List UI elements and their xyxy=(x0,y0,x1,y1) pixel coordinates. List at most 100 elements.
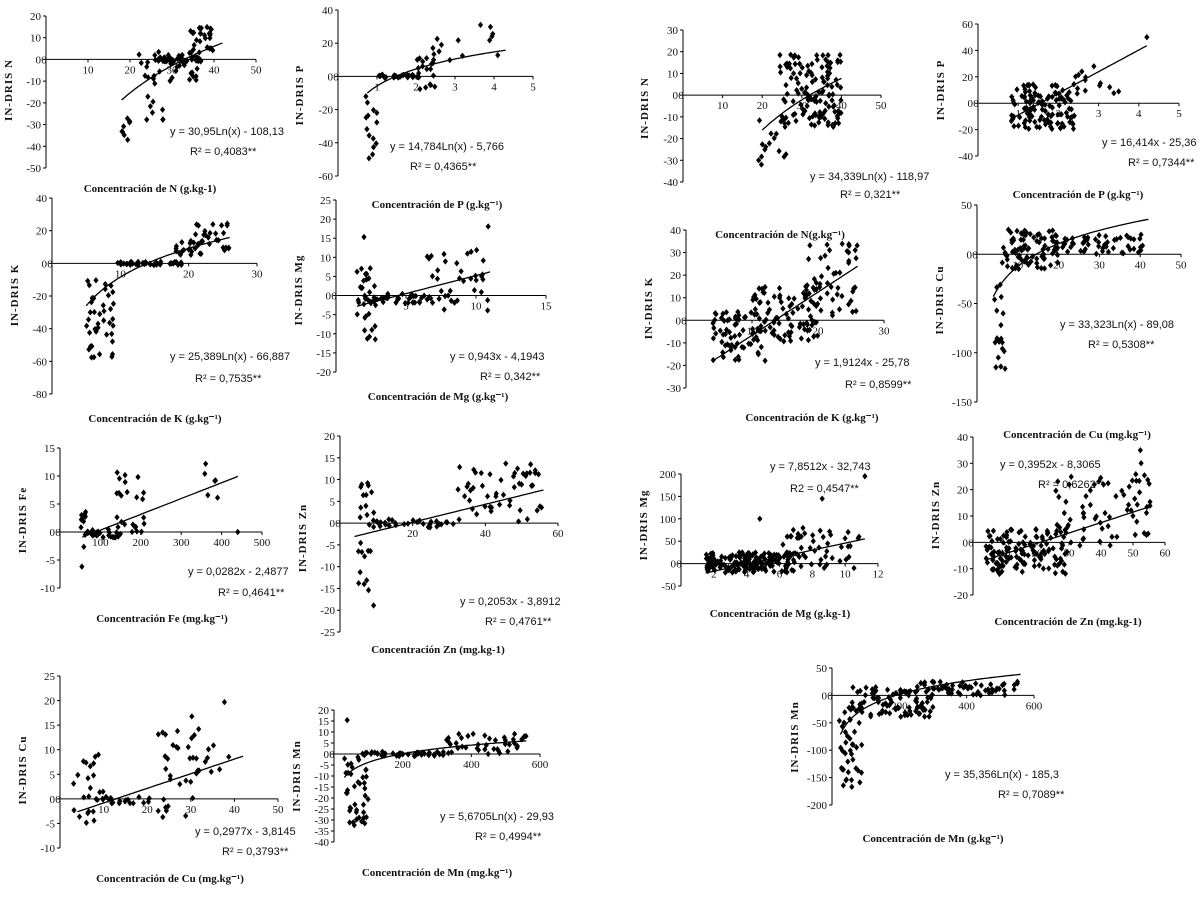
data-point xyxy=(990,527,997,535)
data-point xyxy=(381,752,387,759)
y-tick-label: 10 xyxy=(44,471,56,483)
data-point xyxy=(845,528,851,536)
data-point xyxy=(1060,568,1066,575)
data-point xyxy=(101,317,107,324)
data-point xyxy=(1105,522,1111,530)
data-point xyxy=(155,731,161,738)
data-point xyxy=(817,295,824,302)
data-point xyxy=(884,686,891,693)
data-point xyxy=(848,750,855,758)
data-point xyxy=(780,305,786,312)
data-point xyxy=(854,242,860,249)
data-point xyxy=(360,774,366,781)
data-point xyxy=(727,556,734,563)
data-point xyxy=(360,801,367,808)
data-point xyxy=(965,685,971,692)
data-point xyxy=(992,339,998,346)
data-point xyxy=(790,556,797,564)
data-point xyxy=(1132,531,1138,538)
data-point xyxy=(144,63,150,70)
data-point xyxy=(152,51,158,59)
data-point xyxy=(786,60,792,67)
data-point xyxy=(818,556,824,563)
y-tick-label: 10 xyxy=(324,475,336,487)
y-tick-label: 0 xyxy=(36,54,42,66)
data-point xyxy=(839,240,845,248)
data-point xyxy=(851,564,857,572)
data-point xyxy=(467,487,474,494)
data-point xyxy=(92,325,98,333)
data-point xyxy=(816,544,822,551)
data-point xyxy=(140,489,147,496)
data-point xyxy=(783,61,789,68)
y-tick-label: -30 xyxy=(26,120,41,132)
data-point xyxy=(1097,82,1103,89)
data-point xyxy=(75,771,81,779)
data-point xyxy=(836,717,842,724)
data-point xyxy=(750,568,756,576)
data-point xyxy=(805,306,812,313)
data-point xyxy=(1022,533,1028,540)
data-point xyxy=(372,749,378,756)
data-point xyxy=(220,229,227,237)
data-point xyxy=(159,106,166,113)
data-point xyxy=(813,279,819,287)
x-tick-label: 600 xyxy=(1026,700,1043,712)
data-point xyxy=(83,759,89,766)
data-point xyxy=(850,756,856,763)
data-point xyxy=(488,504,495,511)
data-point xyxy=(839,292,845,300)
data-point xyxy=(1126,483,1132,490)
data-point xyxy=(224,220,230,227)
data-point xyxy=(849,699,855,706)
data-point xyxy=(360,491,366,499)
data-point xyxy=(362,270,369,278)
x-tick-label: 3 xyxy=(1096,108,1102,120)
data-point xyxy=(1132,495,1138,502)
data-point xyxy=(1038,235,1045,242)
data-point xyxy=(983,555,989,562)
data-point xyxy=(1065,521,1071,529)
data-point xyxy=(154,260,160,267)
data-point xyxy=(1056,493,1062,501)
data-point xyxy=(363,276,370,283)
data-point xyxy=(852,246,858,254)
data-point xyxy=(85,809,91,817)
y-tick-label: -20 xyxy=(958,125,973,137)
data-point xyxy=(1014,561,1020,568)
data-point xyxy=(511,483,517,491)
data-point xyxy=(758,327,764,335)
data-point xyxy=(825,51,831,59)
data-point xyxy=(409,292,415,300)
data-point xyxy=(86,793,92,800)
data-point xyxy=(103,793,109,801)
y-tick-label: 0 xyxy=(324,749,330,761)
origin-label: 0 xyxy=(973,98,979,110)
data-point xyxy=(470,730,476,738)
data-point xyxy=(1137,235,1143,242)
data-point xyxy=(1016,555,1022,563)
data-point xyxy=(838,764,845,772)
data-point xyxy=(863,684,869,691)
data-point xyxy=(791,295,797,302)
data-point xyxy=(1101,241,1108,248)
data-point xyxy=(817,109,823,116)
data-point xyxy=(1019,247,1025,254)
data-point xyxy=(752,305,758,313)
data-point xyxy=(750,552,756,559)
data-point xyxy=(424,65,430,73)
data-point xyxy=(1119,249,1125,256)
data-point xyxy=(160,729,166,736)
data-point xyxy=(434,275,441,282)
data-point xyxy=(849,741,855,748)
data-point xyxy=(486,735,493,742)
data-point xyxy=(753,554,760,561)
y-axis-label: IN-DRIS Cu xyxy=(934,266,946,335)
data-point xyxy=(1071,112,1077,119)
data-point xyxy=(843,556,849,563)
data-point xyxy=(762,283,768,291)
data-point xyxy=(729,569,736,576)
